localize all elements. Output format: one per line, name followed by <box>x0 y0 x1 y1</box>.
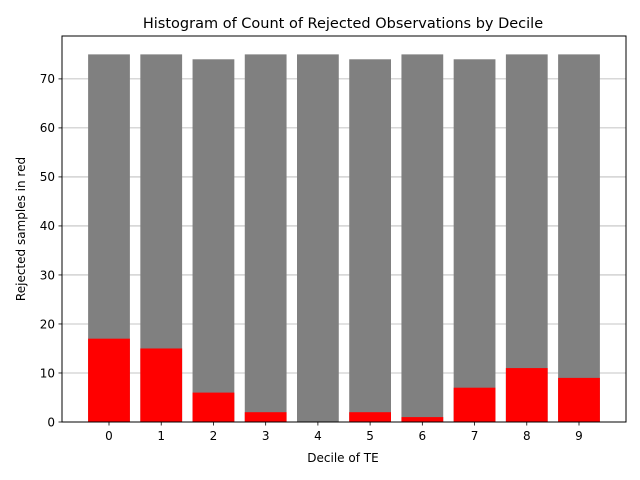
x-tick-label: 4 <box>314 429 322 443</box>
y-tick-label: 0 <box>47 415 55 429</box>
rejected-bars <box>88 338 600 422</box>
y-tick-label: 20 <box>40 317 55 331</box>
rejected-bar <box>401 417 444 422</box>
x-tick-label: 0 <box>105 429 113 443</box>
rejected-bar <box>558 377 600 422</box>
y-axis-title: Rejected samples in red <box>14 157 28 301</box>
rejected-bar <box>192 392 235 422</box>
y-tick-label: 40 <box>40 219 55 233</box>
x-tick-label: 5 <box>366 429 374 443</box>
plot-frame <box>61 35 627 423</box>
total-bar <box>505 54 548 422</box>
total-bar <box>349 59 391 423</box>
total-bar <box>192 59 235 423</box>
x-axis-title: Decile of TE <box>307 451 378 465</box>
x-tick-label: 8 <box>523 429 531 443</box>
y-tick-label: 70 <box>40 72 55 86</box>
x-tick-label: 9 <box>575 429 583 443</box>
x-tick-label: 2 <box>210 429 218 443</box>
total-bar <box>244 54 287 422</box>
total-bar <box>558 54 600 422</box>
rejected-bar <box>88 338 130 422</box>
rejected-bar <box>349 412 391 422</box>
total-bar <box>453 59 496 423</box>
y-tick-label: 50 <box>40 170 55 184</box>
y-tick-label: 60 <box>40 121 55 135</box>
total-bar <box>401 54 444 422</box>
y-tick-label: 30 <box>40 268 55 282</box>
rejected-bar <box>453 387 496 422</box>
rejected-bar <box>505 368 548 422</box>
chart-title: Histogram of Count of Rejected Observati… <box>143 16 543 32</box>
total-bar <box>297 54 339 422</box>
x-tick-label: 3 <box>262 429 270 443</box>
x-axis-ticks: 0 1 2 3 4 5 6 7 8 9 <box>105 422 583 443</box>
rejected-bar <box>140 348 183 422</box>
rejected-bar <box>244 412 287 422</box>
x-tick-label: 1 <box>157 429 165 443</box>
x-tick-label: 6 <box>419 429 427 443</box>
y-axis-ticks: 0 10 20 30 40 50 60 70 <box>40 72 62 429</box>
y-tick-label: 10 <box>40 366 55 380</box>
x-tick-label: 7 <box>471 429 479 443</box>
